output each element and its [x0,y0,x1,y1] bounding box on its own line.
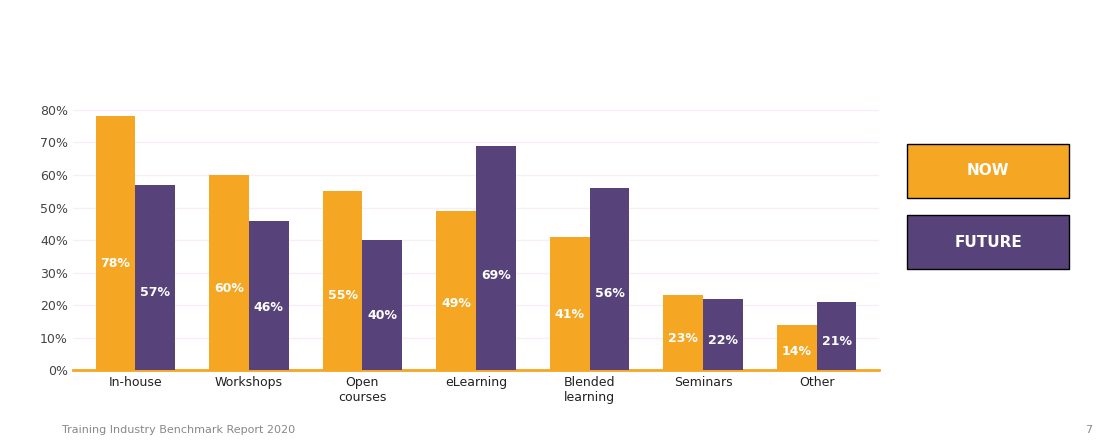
Bar [663,295,703,370]
Text: 14%: 14% [782,345,812,358]
Text: 55%: 55% [327,289,357,301]
Bar [437,211,476,370]
Bar [209,175,249,370]
Text: 78%: 78% [101,257,130,270]
Bar [249,220,289,370]
Bar [323,191,363,370]
Text: Which types of courses does your organisation focus on now Vs What you
plan to f: Which types of courses does your organis… [78,21,712,57]
Bar [476,146,515,370]
Text: 57%: 57% [140,286,170,299]
Bar [550,237,589,370]
Bar [95,116,136,370]
Bar [363,240,402,370]
Text: FUTURE: FUTURE [954,235,1021,250]
Text: 22%: 22% [708,334,738,347]
Text: 56%: 56% [595,287,624,300]
FancyBboxPatch shape [907,215,1070,269]
Text: 41%: 41% [554,308,585,321]
Text: NOW: NOW [967,163,1009,178]
Bar [703,299,743,370]
Text: 46%: 46% [254,301,283,314]
Bar [816,302,857,370]
Text: 60%: 60% [214,282,244,295]
FancyBboxPatch shape [907,144,1070,198]
Bar [589,188,629,370]
Bar [777,325,816,370]
Text: 23%: 23% [669,332,698,345]
Text: 69%: 69% [480,269,511,282]
Text: 40%: 40% [367,309,398,322]
Text: 21%: 21% [822,335,851,348]
Bar [136,185,175,370]
Text: 49%: 49% [441,297,472,310]
Text: 7: 7 [1085,425,1092,435]
Text: Training Industry Benchmark Report 2020: Training Industry Benchmark Report 2020 [62,425,295,435]
